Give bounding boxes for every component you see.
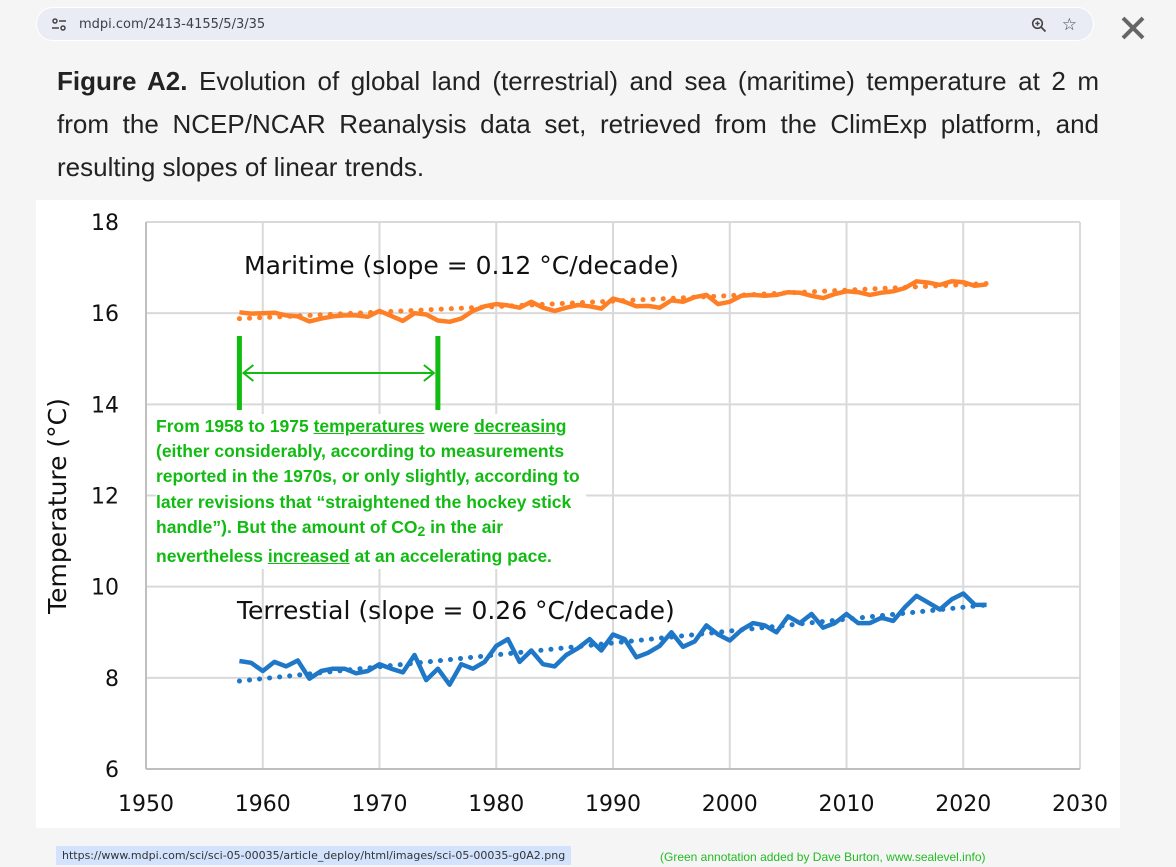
series-line-terrestial [239, 591, 987, 687]
x-tick-label: 1990 [585, 792, 641, 817]
caption-label: Figure A2. [57, 66, 188, 96]
x-ticks: 1950 1960 1970 1980 1990 2000 2010 2020 2030 [118, 792, 1108, 817]
x-tick-label: 2010 [819, 792, 875, 817]
annotation-part: were [424, 416, 475, 436]
x-tick-label: 1960 [235, 792, 291, 817]
annotation-part: in the air nevertheless [156, 516, 504, 567]
y-tick-label: 6 [105, 758, 119, 783]
caption-text: Evolution of global land (terrestrial) a… [57, 66, 1099, 182]
x-tick-label: 2030 [1052, 792, 1108, 817]
close-icon[interactable] [1116, 10, 1150, 44]
annotation-underline: decreasing [474, 416, 567, 436]
trendline-terrestial [236, 602, 990, 684]
arrowhead-right [423, 364, 436, 382]
annotation-part: at an accelerating pace. [349, 546, 552, 567]
y-tick-label: 10 [91, 576, 119, 601]
arrowhead-left [241, 364, 255, 382]
annotation-underline: increased [267, 546, 350, 567]
y-tick-label: 16 [91, 302, 119, 327]
star-icon[interactable]: ☆ [1061, 15, 1077, 34]
annotation-arrow [236, 336, 441, 410]
tune-icon[interactable] [51, 17, 67, 33]
terrestrial-label: Terrestial (slope = 0.26 °C/decade) [236, 596, 675, 625]
x-tick-label: 1950 [118, 792, 174, 817]
annotation-part: (either considerably, according to measu… [156, 441, 580, 537]
figure-caption: Figure A2. Evolution of global land (ter… [57, 60, 1099, 189]
y-axis-label: Temperature (°C) [43, 398, 72, 615]
y-tick-label: 14 [91, 393, 119, 418]
y-ticks: 6 8 10 12 14 16 18 [91, 211, 119, 783]
maritime-label: Maritime (slope = 0.12 °C/decade) [244, 251, 679, 280]
annotation-subscript: 2 [417, 522, 426, 539]
y-tick-label: 18 [91, 211, 119, 236]
annotation-underline: temperatures [313, 416, 425, 436]
series [236, 279, 990, 687]
x-tick-label: 1980 [468, 792, 524, 817]
x-tick-label: 2020 [935, 792, 991, 817]
x-tick-label: 2000 [702, 792, 758, 817]
address-bar[interactable]: mdpi.com/2413-4155/5/3/35 ☆ [36, 7, 1094, 41]
annotation-text: From 1958 to 1975 temperatures were decr… [156, 414, 586, 570]
y-tick-label: 8 [105, 667, 119, 692]
annotation-credit: (Green annotation added by Dave Burton, … [660, 850, 986, 864]
annotation-part: From 1958 to 1975 [156, 416, 314, 436]
y-tick-label: 12 [91, 485, 119, 510]
x-tick-label: 1970 [352, 792, 408, 817]
status-bar-url: https://www.mdpi.com/sci/sci-05-00035/ar… [56, 846, 572, 865]
url-text[interactable]: mdpi.com/2413-4155/5/3/35 [79, 17, 266, 32]
browser-toolbar: mdpi.com/2413-4155/5/3/35 ☆ [0, 0, 1176, 48]
zoom-in-icon[interactable] [1031, 17, 1047, 33]
series-line-maritime [239, 279, 987, 325]
